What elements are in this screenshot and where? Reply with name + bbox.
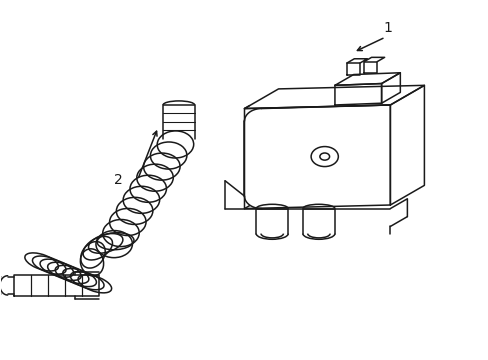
Text: 2: 2 [114, 173, 122, 187]
Text: 1: 1 [383, 21, 391, 35]
